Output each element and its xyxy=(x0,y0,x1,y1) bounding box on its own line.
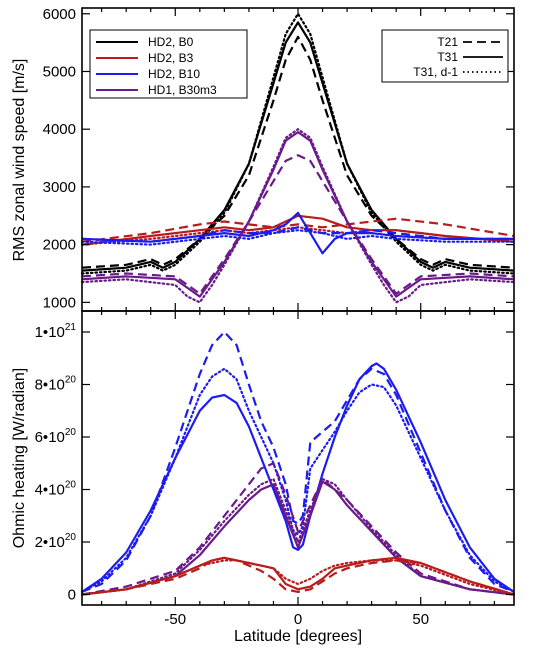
y-tick-label: 3000 xyxy=(43,179,76,196)
series-line-hd1-b30m3-t31 xyxy=(81,131,515,298)
latitude-x-ticks: -50 0 50 xyxy=(164,611,429,628)
model-legend-label: HD2, B3 xyxy=(148,51,194,65)
model-legend-label: HD1, B30m3 xyxy=(148,83,217,97)
x-tick-label: 50 xyxy=(412,611,429,628)
wind-speed-y-ticks: 1000 2000 3000 4000 5000 6000 xyxy=(43,6,514,311)
series-line-hd2-b10-t31 xyxy=(81,211,514,255)
series-line-hd1-b30m3-t21 xyxy=(81,462,515,596)
series-line-hd1-b30m3-t31-d-1 xyxy=(80,128,516,304)
model-legend: HD2, B0 HD2, B3 HD2, B10 HD1, B30m3 xyxy=(89,29,248,99)
series-line-hd1-b30m3-t21 xyxy=(81,154,515,295)
series-line-hd2-b10-t31-d-1 xyxy=(80,367,516,594)
model-legend-label: HD2, B10 xyxy=(148,67,200,81)
y-tick-label: 2•1020 xyxy=(35,532,77,551)
ohmic-heating-y-axis-title: Ohmic heating [W/radian] xyxy=(11,368,28,549)
ohmic-heating-plot-frame xyxy=(81,310,515,606)
y-tick-label: 4•1020 xyxy=(35,480,77,499)
y-tick-label: 6•1020 xyxy=(35,427,77,446)
y-tick-label: 8•1020 xyxy=(35,375,77,394)
resolution-legend-label: T31, d-1 xyxy=(413,65,458,79)
y-tick-label: 2000 xyxy=(43,237,76,254)
model-legend-label: HD2, B0 xyxy=(148,35,194,49)
y-tick-label: 1000 xyxy=(43,294,76,311)
wind-speed-panel: 1000 2000 3000 4000 5000 6000 RMS zonal wind … xyxy=(11,6,516,312)
latitude-x-axis-title: Latitude [degrees] xyxy=(234,628,362,645)
series-line-hd2-b3-t21 xyxy=(81,217,515,243)
series-line-hd1-b30m3-t31-d-1 xyxy=(80,477,516,596)
y-tick-label: 1•1021 xyxy=(35,322,77,341)
resolution-legend-label: T21 xyxy=(437,35,458,49)
series-line-hd2-b10-t21 xyxy=(81,330,515,593)
ohmic-heating-y-ticks: 0 2•1020 4•1020 6•1020 8•1020 1•1021 xyxy=(35,311,514,605)
series-line-hd2-b10-t31-d-1 xyxy=(80,229,516,246)
y-tick-label: 4000 xyxy=(43,121,76,138)
y-tick-label: 6000 xyxy=(43,6,76,23)
wind-speed-y-axis-title: RMS zonal wind speed [m/s] xyxy=(11,59,28,262)
series-line-hd2-b10-t31 xyxy=(81,362,515,593)
series-line-hd2-b0-t31 xyxy=(81,21,515,272)
series-line-hd2-b3-t31-d-1 xyxy=(80,559,516,596)
series-line-hd2-b10-t21 xyxy=(81,226,514,243)
ohmic-heating-panel: 0 2•1020 4•1020 6•1020 8•1020 1•1021 -50 0 50 O… xyxy=(11,310,516,645)
y-tick-label: 5000 xyxy=(43,63,76,80)
series-line-hd1-b30m3-t31 xyxy=(81,480,515,596)
x-tick-label: 0 xyxy=(294,611,302,628)
ohmic-heating-series-group xyxy=(80,330,516,596)
resolution-legend-box xyxy=(381,29,509,83)
resolution-legend-label: T31 xyxy=(437,50,458,64)
y-tick-label: 0 xyxy=(68,587,76,604)
x-tick-label: -50 xyxy=(164,611,186,628)
series-line-hd2-b0-t21 xyxy=(81,35,515,269)
